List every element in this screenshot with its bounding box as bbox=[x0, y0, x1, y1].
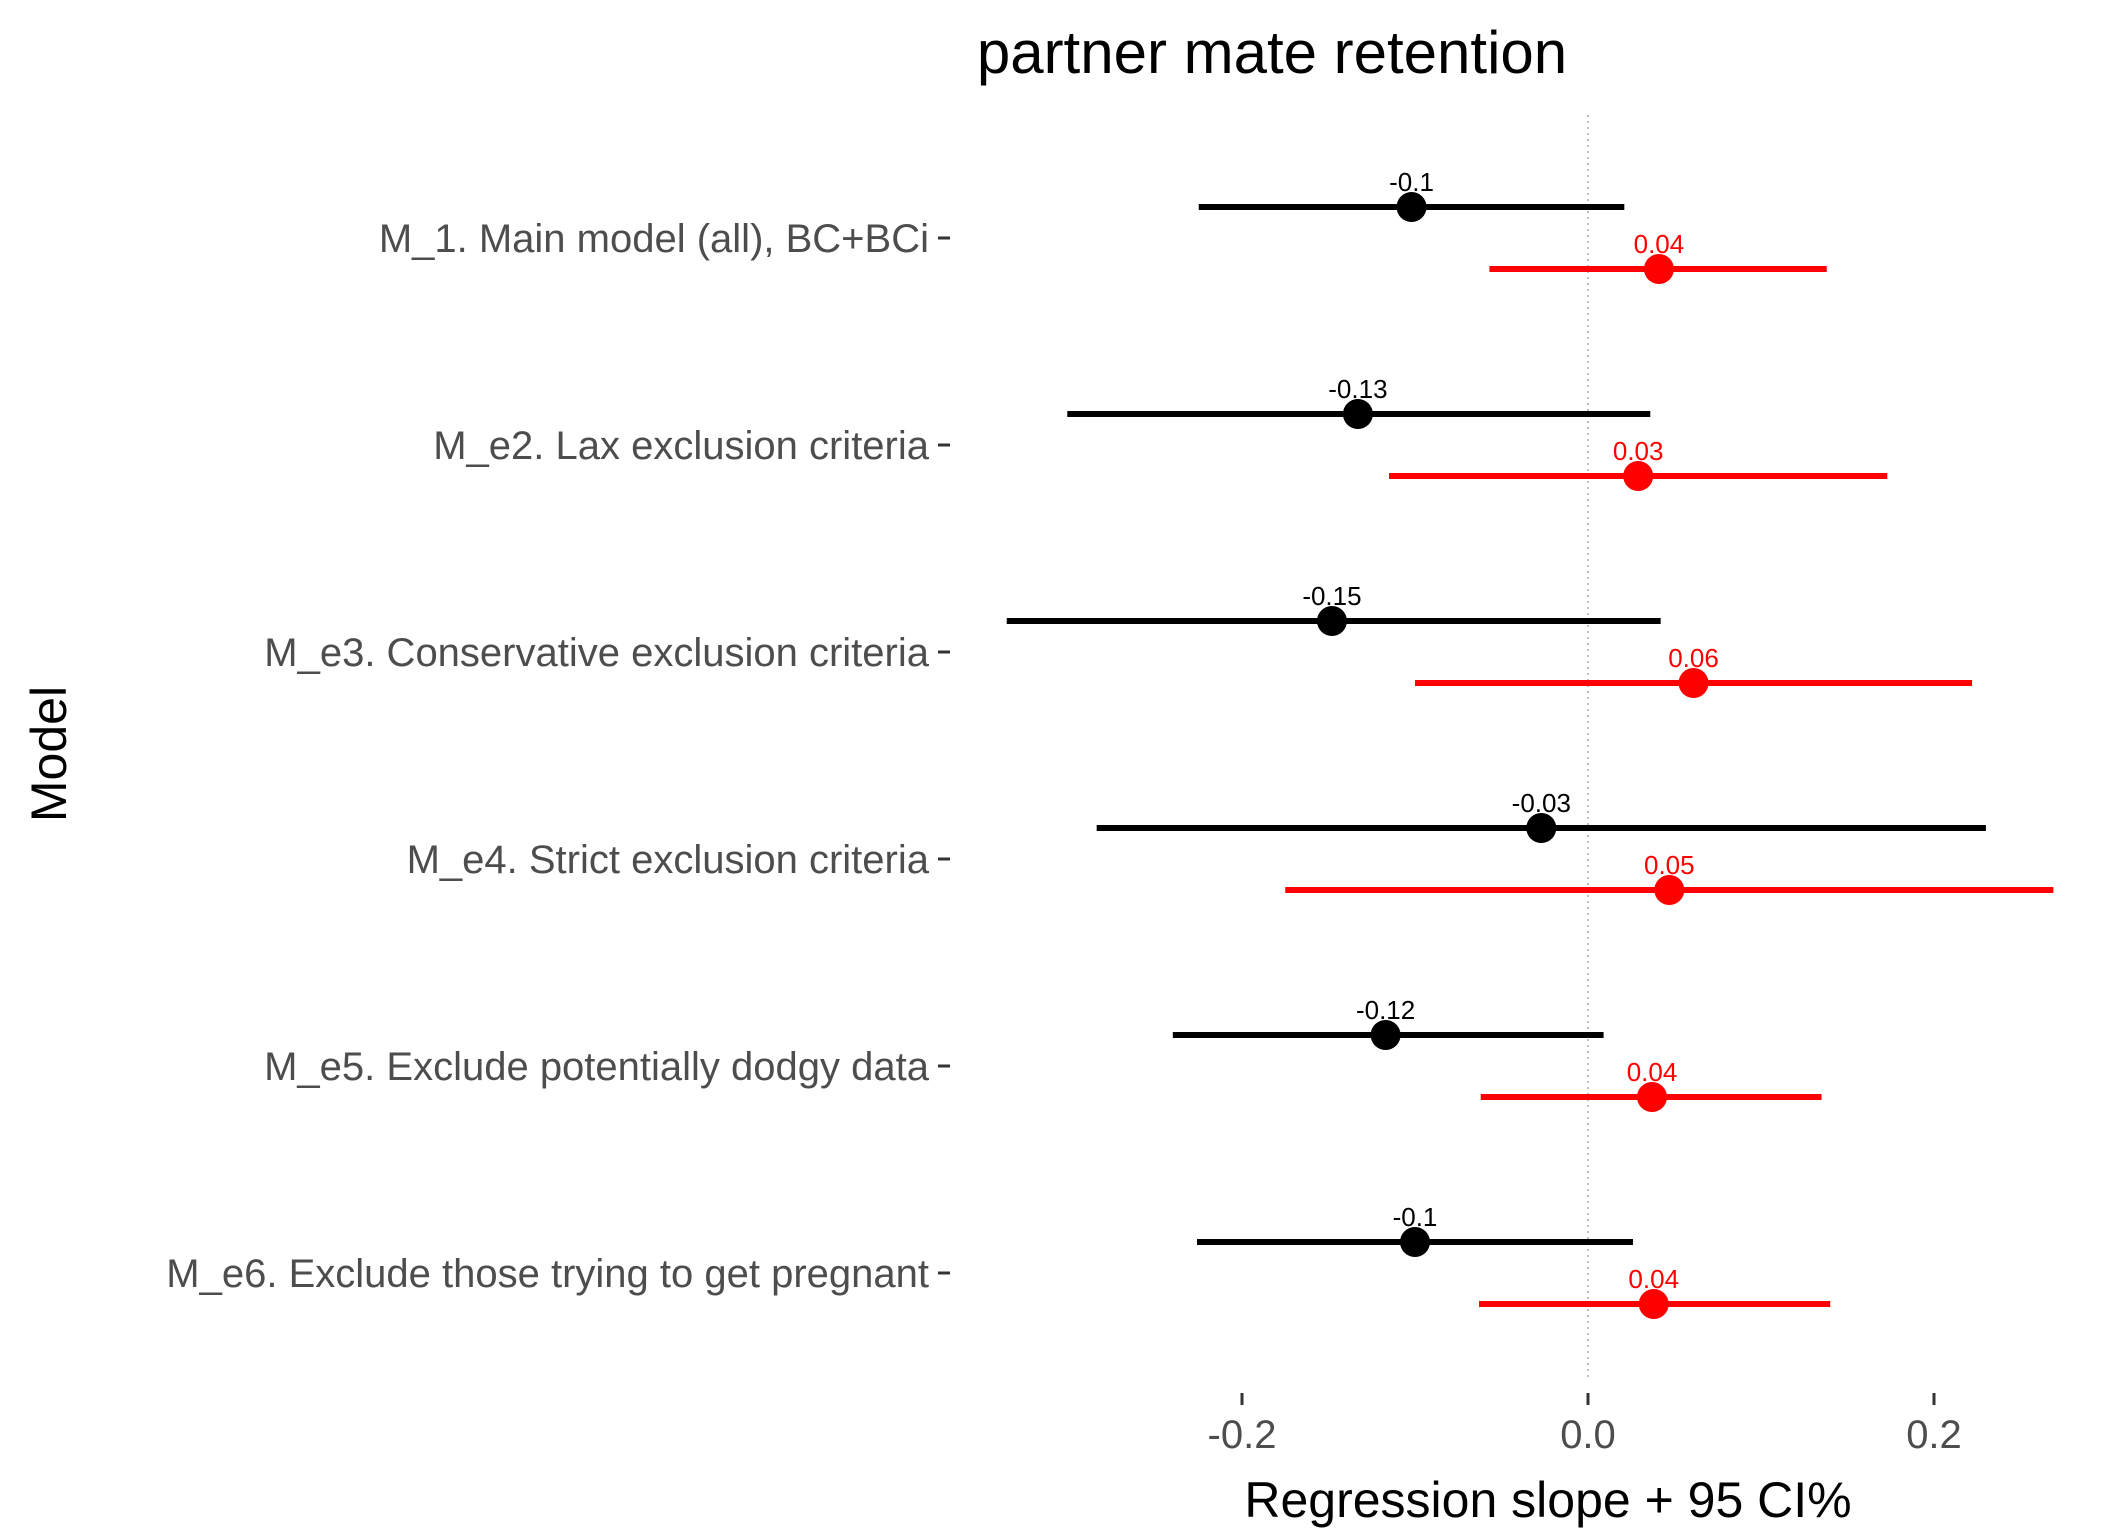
y-axis-title: Model bbox=[21, 686, 77, 822]
data-label: -0.1 bbox=[1389, 167, 1434, 197]
data-label: 0.03 bbox=[1613, 436, 1664, 466]
data-label: -0.1 bbox=[1393, 1202, 1438, 1232]
data-label: 0.04 bbox=[1634, 229, 1685, 259]
estimate-point bbox=[1400, 1227, 1430, 1257]
data-label: 0.04 bbox=[1627, 1057, 1678, 1087]
x-tick-label: 0.0 bbox=[1560, 1413, 1616, 1457]
data-label: 0.04 bbox=[1628, 1264, 1679, 1294]
data-label: 0.06 bbox=[1668, 643, 1719, 673]
chart-title: partner mate retention bbox=[977, 19, 1567, 86]
estimate-point bbox=[1396, 192, 1427, 222]
y-tick-label: M_e4. Strict exclusion criteria bbox=[407, 838, 930, 882]
data-label: -0.03 bbox=[1512, 788, 1571, 818]
y-tick-label: M_1. Main model (all), BC+BCi bbox=[379, 217, 929, 261]
x-tick-label: -0.2 bbox=[1208, 1413, 1277, 1457]
y-tick-label: M_e2. Lax exclusion criteria bbox=[433, 424, 930, 468]
data-label: -0.15 bbox=[1302, 581, 1361, 611]
estimate-point bbox=[1342, 399, 1373, 429]
estimate-point bbox=[1637, 1082, 1668, 1112]
estimate-point bbox=[1623, 461, 1654, 491]
estimate-point bbox=[1316, 606, 1347, 636]
data-label: -0.13 bbox=[1328, 374, 1387, 404]
estimate-point bbox=[1526, 813, 1557, 843]
estimate-point bbox=[1370, 1020, 1401, 1050]
y-tick-label: M_e6. Exclude those trying to get pregna… bbox=[166, 1252, 929, 1296]
estimate-point bbox=[1654, 875, 1685, 905]
estimate-point bbox=[1678, 668, 1709, 698]
x-tick-label: 0.2 bbox=[1906, 1413, 1962, 1457]
estimate-point bbox=[1638, 1289, 1669, 1319]
y-tick-label: M_e3. Conservative exclusion criteria bbox=[264, 631, 929, 675]
x-axis: -0.2 0.0 0.2 bbox=[1208, 1393, 1962, 1457]
x-axis-title: Regression slope + 95 CI% bbox=[1244, 1472, 1851, 1528]
y-axis: M_1. Main model (all), BC+BCi M_e2. Lax e… bbox=[166, 217, 950, 1296]
data-label: 0.05 bbox=[1644, 850, 1695, 880]
plot-area: -0.1 -0.13 -0.15 -0.03 -0.12 -0.1 0.04 0.03 0.06… bbox=[1006, 167, 2054, 1319]
data-label: -0.12 bbox=[1356, 995, 1415, 1025]
estimate-point bbox=[1643, 254, 1674, 284]
y-tick-label: M_e5. Exclude potentially dodgy data bbox=[264, 1045, 930, 1089]
